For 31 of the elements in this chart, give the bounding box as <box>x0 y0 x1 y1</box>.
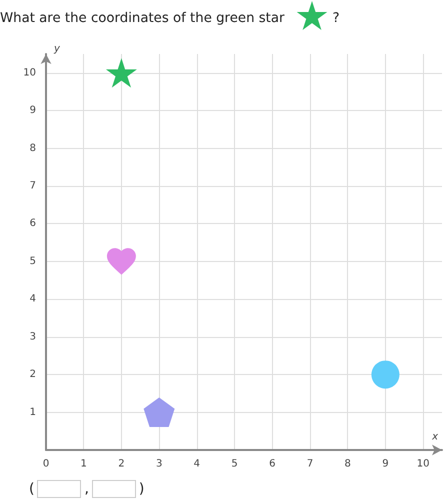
y-tick-label: 10 <box>23 67 36 78</box>
x-axis-title: x <box>431 432 438 442</box>
x-tick-label: 4 <box>194 458 200 470</box>
x-tick-label: 2 <box>118 458 125 470</box>
point <box>144 398 175 428</box>
y-tick-label: 8 <box>30 142 36 154</box>
x-tick-label: 8 <box>344 458 351 470</box>
y-axis-title: y <box>53 44 61 54</box>
x-tick-label: 5 <box>231 458 238 470</box>
x-tick-label: 0 <box>42 458 50 470</box>
point <box>106 58 137 88</box>
point <box>371 360 400 389</box>
y-tick-label: 2 <box>30 369 36 380</box>
y-tick-label: 1 <box>30 406 36 418</box>
x-tick-label: 3 <box>156 458 162 470</box>
point <box>106 248 136 275</box>
y-tick-label: 5 <box>30 256 36 267</box>
y-tick-label: 9 <box>30 105 36 116</box>
x-tick-label: 7 <box>306 458 314 470</box>
x-tick-label: 6 <box>269 458 276 470</box>
text: , <box>84 481 89 497</box>
y-tick-label: 6 <box>30 218 36 230</box>
x-tick-label: 9 <box>382 458 389 470</box>
y-tick-label: 4 <box>30 294 36 305</box>
x-tick-label: 1 <box>80 458 87 470</box>
y-tick-label: 3 <box>30 331 36 342</box>
y-tick-label: 7 <box>30 180 36 192</box>
text: ( <box>29 481 34 497</box>
x-tick-label: 10 <box>416 458 430 470</box>
chart-title: What are the coordinates of the green star ? <box>0 11 340 26</box>
text: ) <box>138 481 144 497</box>
